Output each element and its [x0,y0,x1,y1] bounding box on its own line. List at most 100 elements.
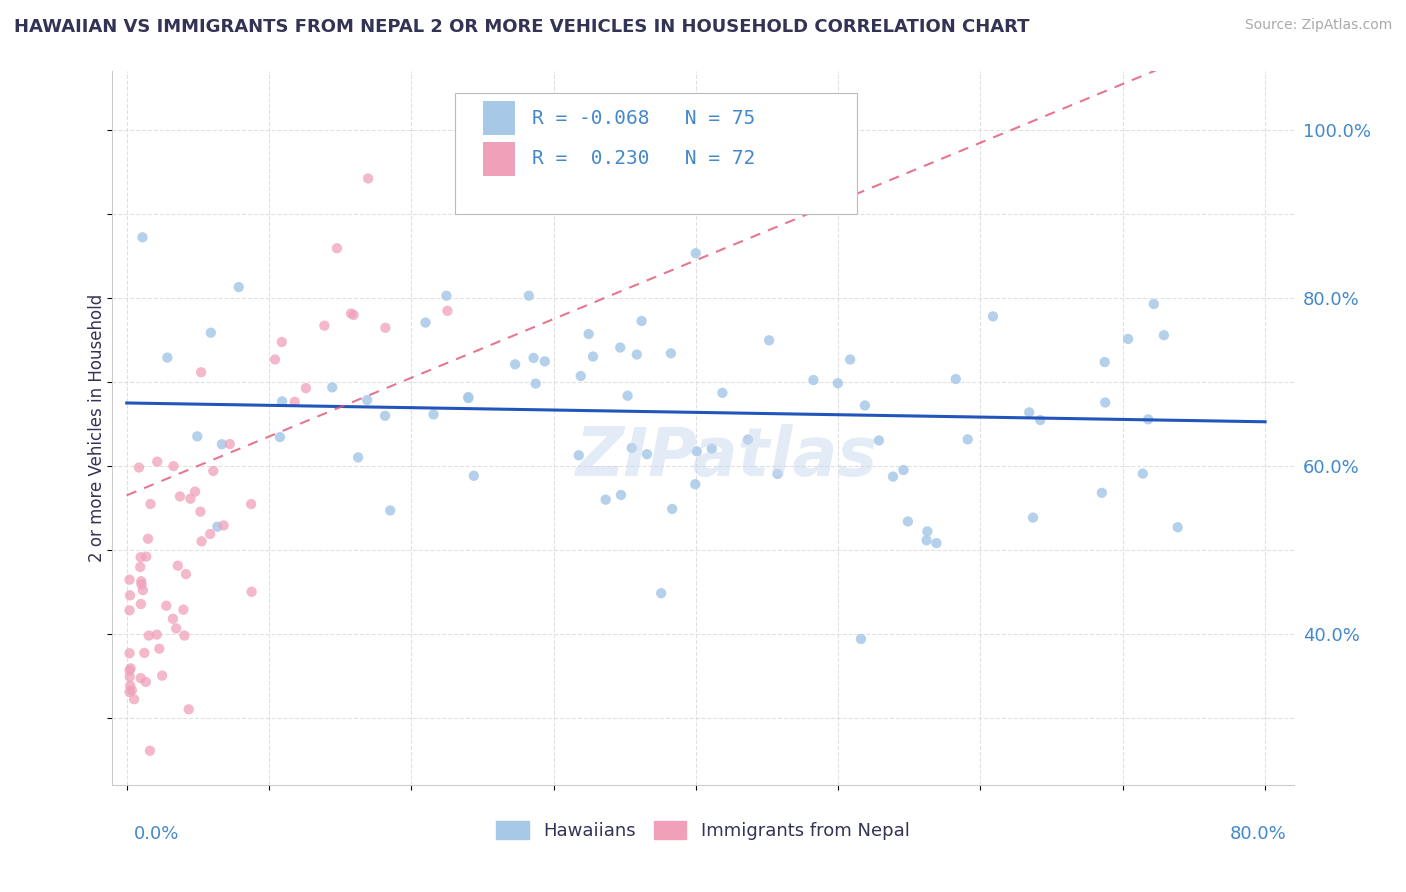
Point [374,409,396,423]
Point [129,574,152,589]
Point [134,646,156,660]
Point [457,390,479,404]
Point [457,391,479,405]
Point [118,573,141,587]
Point [685,246,707,260]
FancyBboxPatch shape [456,93,856,214]
Y-axis label: 2 or more Vehicles in Household: 2 or more Vehicles in Household [87,294,105,562]
Point [202,464,225,478]
Point [173,629,195,643]
Point [610,140,633,154]
Text: R =  0.230   N = 72: R = 0.230 N = 72 [531,149,755,169]
Point [758,333,780,347]
Point [683,477,706,491]
Point [146,455,169,469]
Point [218,437,240,451]
Point [120,588,142,602]
Point [917,524,939,539]
Point [538,140,561,154]
Point [616,389,638,403]
Point [211,437,233,451]
Point [839,352,862,367]
Point [172,603,194,617]
Point [1029,413,1052,427]
Point [177,702,200,716]
Point [135,674,157,689]
Point [882,469,904,483]
Point [471,140,494,154]
Point [314,318,336,333]
Point [174,567,197,582]
Point [155,599,177,613]
Point [582,350,605,364]
Point [162,459,184,474]
Point [1091,486,1114,500]
Point [568,448,591,462]
Point [166,558,188,573]
Point [827,376,849,391]
Point [240,497,263,511]
Text: 0.0%: 0.0% [134,825,179,843]
Point [503,357,526,371]
Point [569,369,592,384]
Point [415,316,437,330]
Point [190,534,212,549]
Point [578,326,600,341]
Point [496,140,519,154]
Point [139,497,162,511]
Point [162,612,184,626]
Point [190,505,212,519]
Point [630,314,652,328]
Point [436,303,458,318]
Point [132,583,155,598]
Point [981,310,1004,324]
Point [295,381,318,395]
Point [129,550,152,565]
Point [190,365,212,379]
Point [945,372,967,386]
Point [626,347,648,361]
Point [347,450,370,465]
Point [270,334,292,349]
Point [620,441,643,455]
Text: 80.0%: 80.0% [1230,825,1286,843]
Point [118,646,141,660]
Point [956,433,979,447]
Text: R = -0.068   N = 75: R = -0.068 N = 75 [531,109,755,128]
Point [120,661,142,675]
Point [186,429,208,443]
Point [264,352,287,367]
Point [915,533,938,548]
Point [321,380,343,394]
Point [650,586,672,600]
Point [803,373,825,387]
Point [1137,412,1160,426]
Text: HAWAIIAN VS IMMIGRANTS FROM NEPAL 2 OR MORE VEHICLES IN HOUSEHOLD CORRELATION CH: HAWAIIAN VS IMMIGRANTS FROM NEPAL 2 OR M… [14,18,1029,36]
Point [131,577,153,591]
Point [1143,297,1166,311]
Point [468,140,491,154]
Point [1022,510,1045,524]
Point [893,463,915,477]
Point [524,376,547,391]
Point [165,622,187,636]
Point [129,597,152,611]
Point [207,519,229,533]
Point [1116,332,1139,346]
Point [853,399,876,413]
Point [610,488,633,502]
Point [120,679,142,693]
Point [139,744,162,758]
Point [1153,328,1175,343]
Point [169,490,191,504]
Point [198,527,221,541]
Point [766,467,789,481]
Point [522,351,544,365]
Point [492,178,515,192]
Point [737,433,759,447]
Point [138,628,160,642]
Point [184,484,207,499]
Point [122,692,145,706]
Point [628,140,651,154]
Point [686,444,709,458]
